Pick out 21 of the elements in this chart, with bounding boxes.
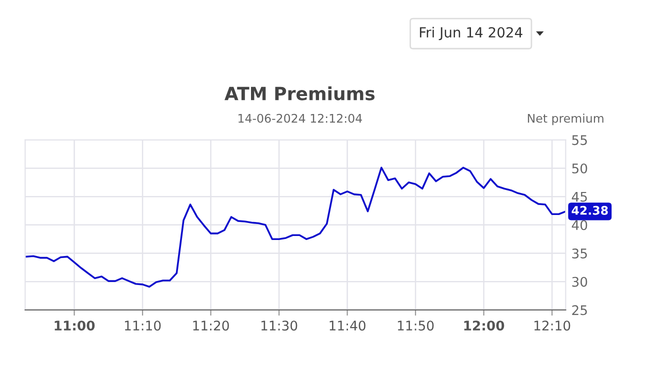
y-tick-label: 55	[572, 135, 587, 146]
y-tick-label: 25	[572, 305, 587, 316]
chart-title: ATM Premiums	[224, 86, 375, 100]
x-tick-label: 11:30	[261, 320, 298, 331]
x-tick-label: 11:50	[398, 320, 434, 331]
x-tick-label: 12:10	[534, 320, 570, 331]
data-label: 42.38	[572, 206, 608, 215]
x-tick-label: 11:40	[330, 320, 366, 331]
y-tick-label: 30	[572, 276, 588, 287]
x-tick-label: 11:10	[124, 320, 161, 331]
x-tick-label: 11:20	[193, 320, 229, 331]
y-tick-label: 40	[572, 220, 588, 230]
y-tick-label: 50	[572, 163, 588, 174]
y-tick-label: 35	[572, 248, 587, 258]
text: Fri Jun 14 2024	[420, 26, 522, 40]
y-tick-label: 45	[572, 192, 587, 202]
x-tick-label: 12:00	[464, 320, 504, 331]
x-tick-label: 11:00	[54, 320, 95, 331]
line-series	[26, 166, 566, 288]
y-axis-title: Net premium	[528, 114, 604, 126]
chart-subtitle: 14-06-2024 12:12:04	[238, 114, 362, 123]
